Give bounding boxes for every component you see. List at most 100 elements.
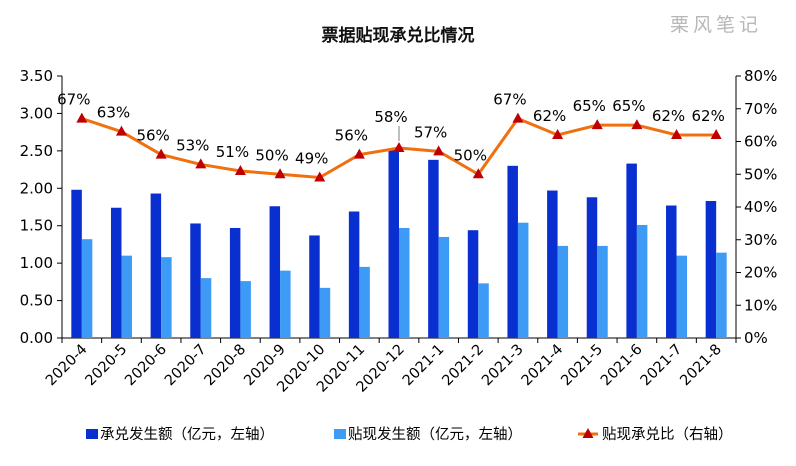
legend-swatch bbox=[86, 429, 98, 439]
ratio-point bbox=[552, 128, 564, 139]
left-axis-tick-label: 3.00 bbox=[20, 104, 53, 122]
bar-discount bbox=[121, 255, 132, 338]
ratio-point bbox=[512, 112, 524, 123]
x-axis-tick-label: 2021-4 bbox=[519, 342, 567, 390]
right-axis-tick-label: 50% bbox=[744, 165, 777, 183]
bar-acceptance bbox=[110, 207, 122, 338]
right-axis-tick-label: 20% bbox=[744, 264, 777, 282]
bar-discount bbox=[478, 283, 489, 338]
bar-acceptance bbox=[348, 211, 360, 338]
legend-label: 承兑发生额（亿元，左轴） bbox=[100, 426, 274, 443]
x-axis-tick-label: 2020-6 bbox=[122, 342, 170, 390]
plot-area: 0.00 0.50 1.00 1.50 2.00 2.50 3.00 3.50 0% 10% 20%… bbox=[20, 67, 778, 396]
x-axis-tick-label: 2020-8 bbox=[202, 342, 250, 390]
left-axis-tick-label: 2.50 bbox=[20, 142, 53, 160]
bar-discount bbox=[676, 255, 688, 338]
bar-acceptance bbox=[507, 165, 518, 338]
x-axis-tick-label: 2020-5 bbox=[83, 342, 131, 390]
bar-discount bbox=[280, 270, 291, 338]
legend: 承兑发生额（亿元，左轴） 贴现发生额（亿元，左轴） 贴现承兑比（右轴） bbox=[86, 426, 733, 443]
ratio-point bbox=[591, 119, 603, 130]
ratio-point bbox=[155, 148, 167, 159]
ratio-point bbox=[433, 145, 445, 156]
ratio-point bbox=[234, 164, 246, 175]
ratio-point bbox=[274, 168, 286, 179]
bar-acceptance bbox=[388, 149, 399, 338]
ratio-point bbox=[115, 125, 127, 136]
bar-discount bbox=[81, 239, 93, 338]
x-axis-tick-label: 2021-5 bbox=[558, 342, 606, 390]
bar-acceptance bbox=[586, 197, 598, 338]
data-label: 63% bbox=[97, 104, 130, 122]
right-axis-tick-label: 60% bbox=[744, 133, 777, 151]
bar-acceptance bbox=[150, 193, 162, 338]
bar-discount bbox=[517, 222, 529, 338]
ratio-point bbox=[671, 128, 683, 139]
bar-acceptance bbox=[626, 163, 637, 338]
right-axis-tick-label: 30% bbox=[744, 231, 777, 249]
bar-discount bbox=[319, 287, 331, 338]
bar-discount bbox=[636, 224, 648, 338]
left-axis-tick-label: 0.50 bbox=[20, 292, 53, 310]
bar-discount bbox=[557, 245, 569, 338]
bar-discount bbox=[399, 227, 410, 338]
x-axis-tick-label: 2021-6 bbox=[598, 342, 646, 390]
legend-label: 贴现发生额（亿元，左轴） bbox=[348, 426, 522, 443]
bar-discount bbox=[359, 266, 370, 338]
left-axis-tick-label: 1.50 bbox=[20, 217, 53, 235]
watermark-logo: 栗风笔记 bbox=[670, 14, 762, 36]
ratio-point bbox=[76, 112, 88, 123]
ratio-point bbox=[472, 168, 484, 179]
left-axis-tick-label: 0.00 bbox=[20, 329, 53, 347]
legend-swatch bbox=[334, 429, 346, 439]
right-axis-tick-label: 80% bbox=[744, 67, 777, 85]
bar-acceptance bbox=[229, 227, 241, 338]
bar-discount bbox=[438, 236, 450, 338]
bar-discount bbox=[240, 281, 251, 338]
data-label: 67% bbox=[493, 91, 526, 109]
legend-swatch-marker bbox=[582, 428, 594, 438]
left-axis-tick-label: 1.00 bbox=[20, 254, 53, 272]
x-axis-tick-label: 2021-8 bbox=[677, 342, 725, 390]
x-axis-tick-label: 2021-3 bbox=[479, 342, 527, 390]
bar-acceptance bbox=[705, 201, 717, 338]
data-label: 50% bbox=[454, 146, 487, 164]
left-axis-tick-label: 2.00 bbox=[20, 179, 53, 197]
x-axis-tick-label: 2020-4 bbox=[43, 342, 91, 390]
bar-acceptance bbox=[666, 205, 677, 338]
right-axis-tick-label: 40% bbox=[744, 198, 777, 216]
data-label: 56% bbox=[136, 127, 169, 145]
x-axis-tick-label: 2020-7 bbox=[162, 342, 210, 390]
right-axis-tick-label: 70% bbox=[744, 100, 777, 118]
bar-acceptance bbox=[467, 230, 479, 338]
data-label: 65% bbox=[573, 97, 606, 115]
right-axis-tick-label: 10% bbox=[744, 296, 777, 314]
data-label: 49% bbox=[295, 150, 328, 168]
bar-discount bbox=[161, 257, 172, 338]
left-axis-tick-label: 3.50 bbox=[20, 67, 53, 85]
bar-acceptance bbox=[269, 206, 281, 338]
data-label: 53% bbox=[176, 136, 209, 154]
ratio-point bbox=[195, 158, 207, 169]
bar-discount bbox=[597, 245, 608, 338]
x-axis-tick-label: 2021-7 bbox=[638, 342, 686, 390]
data-label: 50% bbox=[255, 146, 288, 164]
bar-acceptance bbox=[190, 223, 201, 338]
x-axis-tick-label: 2021-2 bbox=[439, 342, 487, 390]
ratio-point bbox=[393, 142, 405, 153]
ratio-point bbox=[353, 148, 365, 159]
data-label: 62% bbox=[692, 107, 725, 125]
data-label: 56% bbox=[335, 127, 368, 145]
x-axis-tick-label: 2021-1 bbox=[400, 342, 448, 390]
data-label: 58% bbox=[374, 108, 407, 126]
data-label: 51% bbox=[216, 143, 249, 161]
data-label: 65% bbox=[612, 97, 645, 115]
bar-acceptance bbox=[428, 159, 439, 338]
chart-title: 票据贴现承兑比情况 bbox=[322, 25, 475, 46]
data-label: 67% bbox=[57, 91, 90, 109]
bar-discount bbox=[200, 278, 212, 338]
bar-acceptance bbox=[71, 189, 82, 338]
ratio-point bbox=[314, 171, 326, 182]
